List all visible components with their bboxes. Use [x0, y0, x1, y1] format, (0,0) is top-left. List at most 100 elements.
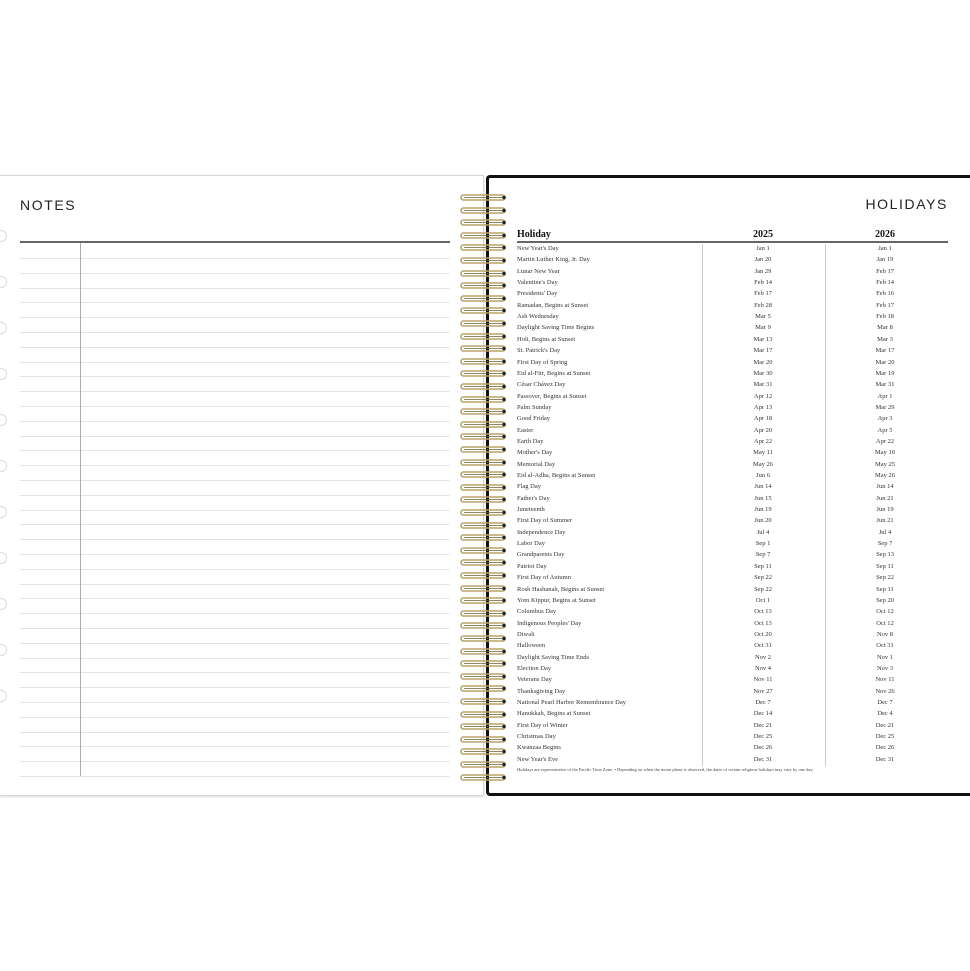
spiral-coil	[460, 566, 508, 579]
date-2026: Mar 3	[877, 335, 893, 343]
table-row: Flag Day Jun 14 Jun 14	[517, 482, 947, 493]
table-row: Columbus Day Oct 13 Oct 12	[517, 607, 947, 618]
ruled-line	[20, 554, 450, 555]
spiral-coil	[460, 692, 508, 705]
date-2026: Jun 21	[876, 494, 894, 502]
holiday-name: Mother's Day	[517, 449, 553, 457]
table-row: First Day of Autumn Sep 22 Sep 22	[517, 573, 947, 584]
spiral-coil	[460, 742, 508, 756]
holiday-name: New Year's Eve	[517, 755, 559, 763]
table-row: National Pearl Harbor Remembrance Day Dec…	[517, 698, 947, 709]
table-row: Rosh Hashanah, Begins at Sunset Sep 22 Sep…	[517, 585, 947, 596]
ruled-line	[20, 420, 450, 422]
date-2025: Mar 9	[755, 324, 771, 332]
ruled-line	[20, 509, 450, 511]
date-2025: Mar 13	[753, 335, 773, 343]
date-2026: Dec 26	[875, 744, 895, 752]
spiral-coil	[460, 465, 508, 478]
spiral-coil	[460, 402, 508, 415]
table-row: Diwali Oct 20 Nov 8	[517, 630, 947, 641]
holiday-name: St. Patrick's Day	[517, 347, 561, 355]
holidays-title: HOLIDAYS	[865, 196, 948, 212]
table-row: Kwanzaa Begins Dec 26 Dec 26	[517, 743, 947, 754]
date-2025: Sep 22	[754, 574, 772, 582]
holiday-name: Earth Day	[517, 437, 544, 445]
table-row: Palm Sunday Apr 13 Mar 29	[517, 403, 947, 414]
ruled-line	[20, 258, 450, 259]
table-row: Easter Apr 20 Apr 5	[517, 426, 947, 437]
date-2025: Oct 1	[755, 596, 771, 604]
spiral-coil	[460, 264, 508, 277]
date-2025: Nov 27	[753, 687, 773, 695]
table-row: Lunar New Year Jan 29 Feb 17	[517, 267, 947, 278]
holiday-name: Election Day	[517, 664, 552, 672]
holiday-name: Memorial Day	[517, 460, 556, 468]
date-2026: Jul 4	[878, 528, 892, 536]
date-2025: Jan 29	[754, 267, 772, 275]
holiday-name: Labor Day	[517, 540, 545, 548]
date-2025: Mar 5	[755, 313, 771, 321]
date-2026: Dec 31	[875, 755, 895, 763]
date-2026: Sep 13	[876, 551, 894, 559]
ruled-line	[20, 628, 450, 629]
ruled-line	[20, 642, 450, 644]
footnote: Holidays are representative of the Pacif…	[517, 767, 814, 772]
table-row: Grandparents Day Sep 7 Sep 13	[517, 550, 947, 561]
ruled-line	[20, 702, 450, 703]
ruled-line	[20, 494, 450, 496]
table-row: Ash Wednesday Mar 5 Feb 18	[517, 312, 947, 323]
date-2026: May 26	[874, 472, 896, 479]
date-2026: Sep 11	[876, 562, 894, 570]
ruled-line	[20, 598, 450, 600]
table-row: Eid al-Adha, Begins at Sunset Jun 6 May 26	[517, 471, 947, 482]
spiral-coil	[460, 616, 508, 630]
spiral-coil	[460, 503, 508, 516]
date-2025: Mar 31	[753, 381, 773, 389]
date-2026: Mar 8	[877, 324, 893, 332]
date-2025: Dec 25	[753, 733, 773, 741]
date-2025: Jun 20	[754, 517, 772, 525]
holiday-name: New Year's Day	[517, 245, 559, 252]
date-2025: Dec 14	[753, 710, 773, 718]
table-row: New Year's Day Jan 1 Jan 1	[517, 244, 947, 255]
holiday-name: Columbus Day	[517, 608, 557, 616]
date-2026: Apr 22	[875, 437, 895, 445]
holiday-name: Presidents' Day	[517, 290, 558, 298]
spiral-coil	[460, 579, 508, 592]
spiral-coil	[460, 415, 508, 428]
date-2025: Mar 30	[753, 369, 773, 377]
date-2025: Oct 31	[754, 642, 772, 650]
date-2025: Dec 31	[753, 755, 773, 763]
table-row: Halloween Oct 31 Oct 31	[517, 641, 947, 652]
ruled-line	[20, 583, 450, 585]
spiral-coil	[460, 604, 508, 617]
spiral-coil	[460, 453, 508, 466]
table-row: Mother's Day May 11 May 10	[517, 448, 947, 459]
date-2026: Sep 11	[876, 585, 894, 593]
date-2025: Feb 28	[754, 301, 772, 309]
holiday-name: Daylight Saving Time Begins	[517, 324, 595, 332]
table-row: Daylight Saving Time Begins Mar 9 Mar 8	[517, 323, 947, 334]
spiral-coil	[460, 516, 508, 529]
date-2026: Oct 31	[876, 642, 894, 650]
spiral-coil	[460, 327, 508, 340]
ruled-line	[20, 435, 450, 437]
ruled-line	[20, 776, 450, 777]
spiral-coil	[460, 440, 508, 453]
date-2025: Jun 14	[754, 483, 772, 491]
ruled-line	[20, 480, 450, 481]
date-2025: Jun 19	[754, 506, 772, 514]
table-row: Labor Day Sep 1 Sep 7	[517, 539, 947, 550]
holiday-name: Independence Day	[517, 528, 566, 536]
date-2026: Apr 3	[877, 415, 893, 423]
date-2025: Nov 4	[754, 664, 772, 672]
table-row: Veterans Day Nov 11 Nov 11	[517, 675, 947, 686]
date-2025: Dec 26	[753, 744, 773, 752]
date-2025: Jan 20	[754, 256, 772, 264]
table-row: César Chávez Day Mar 31 Mar 31	[517, 380, 947, 391]
date-2026: Jun 19	[876, 506, 894, 514]
holiday-name: First Day of Spring	[517, 358, 568, 366]
spiral-coil	[460, 188, 508, 201]
ruled-line	[20, 332, 450, 333]
date-2026: Sep 7	[877, 540, 893, 548]
